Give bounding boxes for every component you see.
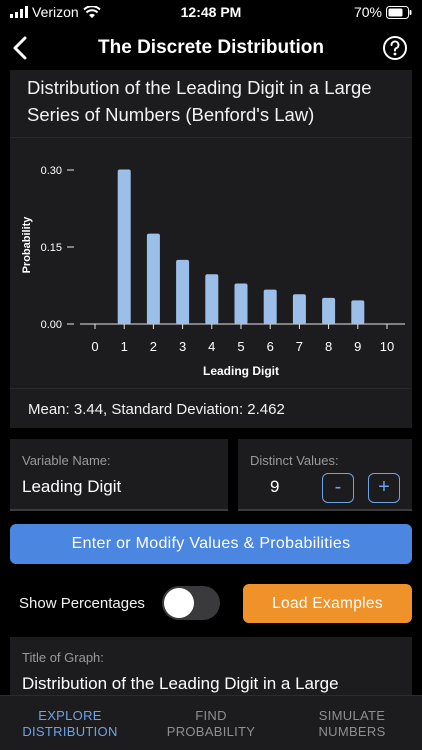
x-tick-label: 3 — [179, 339, 186, 354]
x-tick-label: 0 — [91, 339, 98, 354]
y-axis-label: Probability — [21, 216, 33, 274]
signal-icon — [10, 6, 28, 18]
increment-button[interactable]: + — [368, 473, 400, 503]
back-chevron-icon[interactable] — [8, 34, 34, 62]
distinct-values-field: Distinct Values: 9 - + — [238, 439, 412, 511]
probability-bar-chart: 0.00 0.15 0.30 0 1 2 3 4 5 6 7 8 9 10 Leading Digit Pro… — [21, 165, 405, 378]
y-tick-label: 0.15 — [41, 242, 62, 254]
battery-percent: 70% — [353, 4, 382, 20]
tab-bar: EXPLORE DISTRIBUTION FIND PROBABILITY SI… — [0, 695, 422, 750]
graph-title-field[interactable]: Title of Graph: Distribution of the Lead… — [10, 637, 412, 697]
bar — [351, 300, 365, 324]
bar — [322, 297, 336, 324]
variable-name-value[interactable]: Leading Digit — [22, 477, 122, 496]
decrement-button[interactable]: - — [322, 473, 354, 503]
x-tick-label: 7 — [296, 339, 303, 354]
distinct-values-label: Distinct Values: — [250, 453, 339, 468]
divider — [10, 137, 412, 138]
bar — [117, 169, 131, 324]
carrier-name: Verizon — [32, 4, 79, 20]
navigation-bar: The Discrete Distribution — [0, 26, 422, 70]
x-tick-label: 2 — [150, 339, 157, 354]
battery-info: 70% — [354, 4, 412, 20]
wifi-icon — [83, 5, 101, 18]
tab-label-line2: NUMBERS — [318, 724, 386, 739]
summary-stats: Mean: 3.44, Standard Deviation: 2.462 — [28, 401, 285, 418]
tab-label-line1: FIND — [195, 708, 227, 723]
x-tick-label: 6 — [267, 339, 274, 354]
variable-name-field[interactable]: Variable Name: Leading Digit — [10, 439, 228, 511]
bar — [146, 233, 160, 324]
battery-icon — [386, 5, 412, 19]
status-bar: Verizon 12:48 PM 70% — [0, 0, 422, 26]
tab-explore-distribution[interactable]: EXPLORE DISTRIBUTION — [0, 708, 140, 740]
toggle-knob — [164, 588, 194, 618]
tab-label-line2: PROBABILITY — [166, 724, 256, 739]
chart-area: 0.00 0.15 0.30 0 1 2 3 4 5 6 7 8 9 10 Leading Digit Pro… — [10, 138, 412, 388]
x-axis-label: Leading Digit — [203, 364, 279, 378]
bar — [263, 289, 277, 324]
distinct-values-count: 9 — [270, 477, 280, 496]
bar — [205, 274, 219, 324]
y-tick-label: 0.00 — [41, 319, 62, 331]
tab-label-line1: SIMULATE — [318, 708, 386, 723]
bar — [176, 259, 190, 324]
tab-label-line1: EXPLORE — [38, 708, 102, 723]
tab-label-line2: DISTRIBUTION — [22, 724, 118, 739]
tab-simulate-numbers[interactable]: SIMULATE NUMBERS — [282, 708, 422, 740]
graph-title-value[interactable]: Distribution of the Leading Digit in a L… — [22, 674, 339, 693]
divider — [10, 388, 412, 389]
x-tick-label: 4 — [208, 339, 215, 354]
field-underline — [10, 509, 228, 511]
y-tick-label: 0.30 — [41, 165, 62, 177]
x-tick-label: 10 — [380, 339, 394, 354]
tab-find-probability[interactable]: FIND PROBABILITY — [141, 708, 281, 740]
show-percentages-toggle[interactable] — [162, 586, 220, 620]
load-examples-button[interactable]: Load Examples — [243, 584, 412, 623]
clock: 12:48 PM — [180, 4, 242, 20]
page-title: The Discrete Distribution — [98, 37, 324, 58]
bar — [292, 294, 306, 324]
x-tick-label: 8 — [325, 339, 332, 354]
graph-title: Distribution of the Leading Digit in a L… — [27, 77, 372, 125]
graph-title-label: Title of Graph: — [22, 650, 104, 665]
x-tick-label: 9 — [354, 339, 361, 354]
variable-name-label: Variable Name: — [22, 453, 111, 468]
bar — [234, 283, 248, 324]
enter-values-button[interactable]: Enter or Modify Values & Probabilities — [10, 524, 412, 564]
field-underline — [238, 509, 412, 511]
show-percentages-label: Show Percentages — [19, 595, 145, 612]
x-tick-label: 1 — [121, 339, 128, 354]
x-tick-label: 5 — [237, 339, 244, 354]
help-icon[interactable] — [382, 35, 408, 61]
carrier-info: Verizon — [10, 4, 101, 20]
